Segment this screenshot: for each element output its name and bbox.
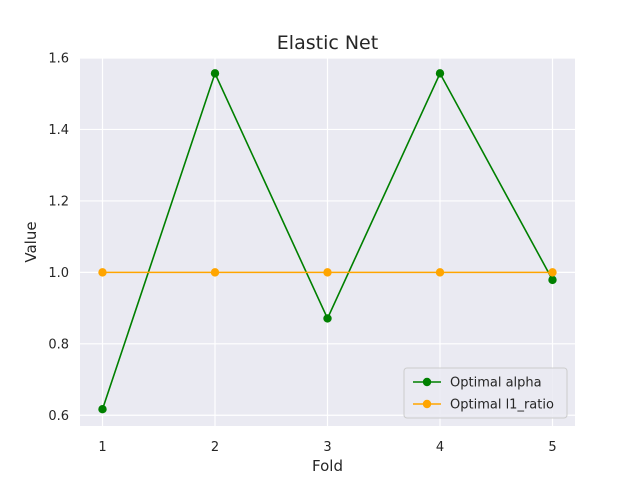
data-point: [548, 268, 557, 277]
x-tick-label: 3: [323, 440, 331, 455]
y-tick-label: 0.6: [48, 409, 69, 424]
x-tick-label: 2: [211, 440, 219, 455]
x-axis-ticks: 1 2 3 4 5: [98, 440, 556, 455]
legend-label: Optimal l1_ratio: [450, 398, 554, 413]
y-tick-label: 0.8: [48, 337, 69, 352]
x-tick-label: 4: [436, 440, 444, 455]
data-point: [98, 268, 107, 277]
legend-box: [403, 367, 568, 419]
legend-item: Optimal alpha: [413, 376, 542, 391]
data-point: [323, 314, 332, 323]
y-axis-ticks: 0.6 0.8 1.0 1.2 1.4 1.6: [48, 52, 69, 424]
y-tick-label: 1.6: [48, 52, 69, 67]
legend: Optimal alpha Optimal l1_ratio: [403, 367, 568, 419]
series-0: [98, 69, 557, 414]
x-axis-label: Fold: [312, 457, 343, 475]
y-axis-label: Value: [22, 221, 40, 262]
y-tick-label: 1.0: [48, 266, 69, 281]
data-point: [435, 268, 445, 277]
x-tick-label: 5: [548, 440, 556, 455]
legend-item: Optimal l1_ratio: [413, 398, 554, 413]
legend-marker: [422, 399, 432, 409]
y-tick-label: 1.2: [48, 194, 69, 209]
data-point: [435, 69, 445, 78]
data-point: [548, 275, 557, 285]
series-1: [98, 268, 557, 277]
y-tick-label: 1.4: [48, 123, 69, 138]
legend-label: Optimal alpha: [450, 376, 542, 391]
chart-title: Elastic Net: [277, 32, 378, 54]
data-point: [98, 405, 107, 414]
series-layer: [98, 69, 557, 414]
data-point: [210, 69, 220, 78]
x-tick-label: 1: [98, 440, 106, 455]
legend-marker: [422, 377, 432, 387]
data-point: [210, 268, 220, 277]
data-point: [323, 268, 332, 277]
